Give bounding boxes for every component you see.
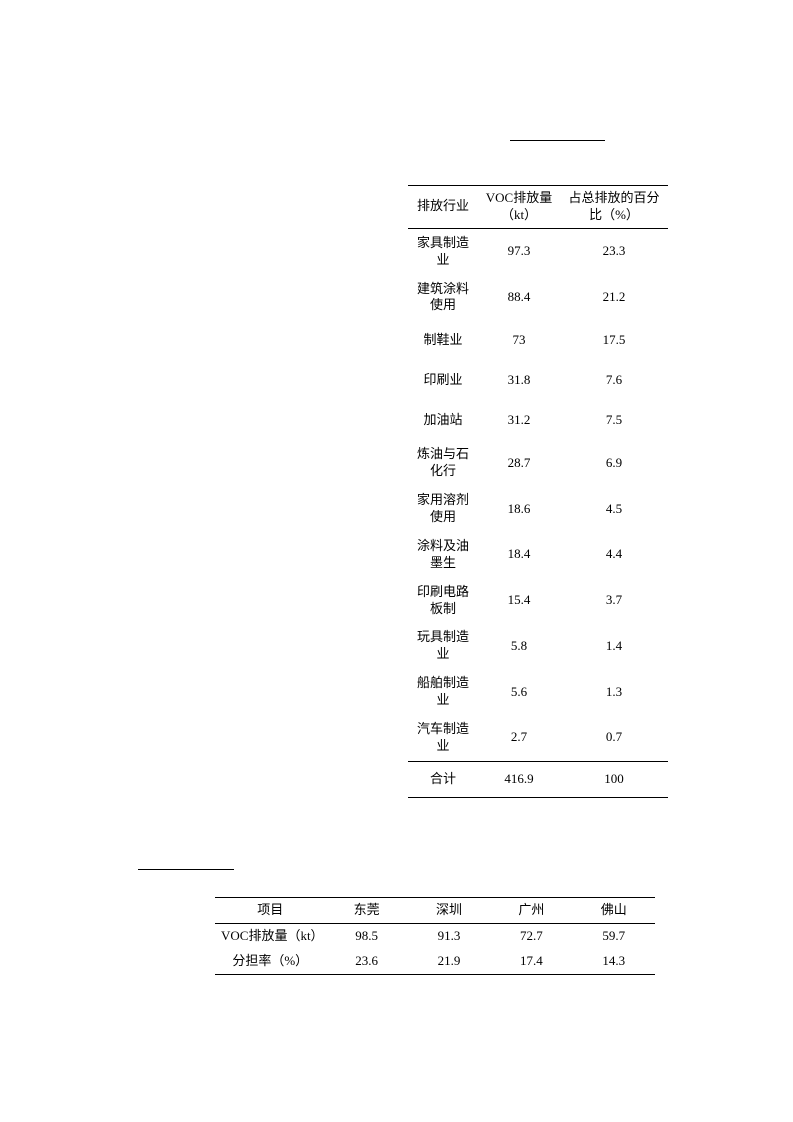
table2-col1-header: 项目 — [215, 898, 326, 924]
table2-header-row: 项目 东莞 深圳 广州 佛山 — [215, 898, 655, 924]
emission-cell: 28.7 — [478, 440, 560, 486]
voc-city-table: 项目 东莞 深圳 广州 佛山 VOC排放量（kt） 98.5 91.3 72.7… — [215, 897, 655, 975]
table1-body: 家具制造业 97.3 23.3 建筑涂料使用 88.4 21.2 制鞋业 73 … — [408, 228, 668, 797]
table-row: 印刷电路板制 15.4 3.7 — [408, 578, 668, 624]
industry-cell: 船舶制造业 — [408, 669, 478, 715]
table2-section-underline — [138, 869, 234, 870]
table1-header-row: 排放行业 VOC排放量（kt） 占总排放的百分比（%） — [408, 186, 668, 229]
percent-cell: 4.5 — [560, 486, 668, 532]
table-row: 汽车制造业 2.7 0.7 — [408, 715, 668, 761]
industry-cell: 加油站 — [408, 400, 478, 440]
table-row: 家具制造业 97.3 23.3 — [408, 228, 668, 274]
emission-cell: 18.6 — [478, 486, 560, 532]
value-cell: 21.9 — [408, 949, 490, 974]
table-row: 炼油与石化行 28.7 6.9 — [408, 440, 668, 486]
value-cell: 17.4 — [490, 949, 572, 974]
table-row: 建筑涂料使用 88.4 21.2 — [408, 275, 668, 321]
table-row: 玩具制造业 5.8 1.4 — [408, 623, 668, 669]
emission-cell: 73 — [478, 320, 560, 360]
table1-col2-header: VOC排放量（kt） — [478, 186, 560, 229]
table-row: 涂料及油墨生 18.4 4.4 — [408, 532, 668, 578]
percent-cell: 0.7 — [560, 715, 668, 761]
value-cell: 72.7 — [490, 923, 572, 948]
industry-cell: 涂料及油墨生 — [408, 532, 478, 578]
table1-col3-header: 占总排放的百分比（%） — [560, 186, 668, 229]
percent-cell: 3.7 — [560, 578, 668, 624]
emission-cell: 97.3 — [478, 228, 560, 274]
total-percent-cell: 100 — [560, 761, 668, 797]
table1-col1-header: 排放行业 — [408, 186, 478, 229]
emission-cell: 2.7 — [478, 715, 560, 761]
percent-cell: 23.3 — [560, 228, 668, 274]
percent-cell: 1.4 — [560, 623, 668, 669]
emission-cell: 5.6 — [478, 669, 560, 715]
percent-cell: 7.5 — [560, 400, 668, 440]
total-emission-cell: 416.9 — [478, 761, 560, 797]
value-cell: 14.3 — [573, 949, 655, 974]
table-row: 印刷业 31.8 7.6 — [408, 360, 668, 400]
emission-cell: 31.8 — [478, 360, 560, 400]
industry-cell: 家用溶剂使用 — [408, 486, 478, 532]
percent-cell: 21.2 — [560, 275, 668, 321]
total-label-cell: 合计 — [408, 761, 478, 797]
value-cell: 91.3 — [408, 923, 490, 948]
value-cell: 23.6 — [326, 949, 408, 974]
industry-cell: 家具制造业 — [408, 228, 478, 274]
table-row: 家用溶剂使用 18.6 4.5 — [408, 486, 668, 532]
emission-cell: 15.4 — [478, 578, 560, 624]
industry-cell: 制鞋业 — [408, 320, 478, 360]
emission-cell: 88.4 — [478, 275, 560, 321]
table-row: 制鞋业 73 17.5 — [408, 320, 668, 360]
percent-cell: 4.4 — [560, 532, 668, 578]
row-label-cell: VOC排放量（kt） — [215, 923, 326, 948]
voc-city-table-container: 项目 东莞 深圳 广州 佛山 VOC排放量（kt） 98.5 91.3 72.7… — [215, 897, 655, 975]
percent-cell: 7.6 — [560, 360, 668, 400]
value-cell: 98.5 — [326, 923, 408, 948]
emission-cell: 5.8 — [478, 623, 560, 669]
table-row: 加油站 31.2 7.5 — [408, 400, 668, 440]
emission-cell: 18.4 — [478, 532, 560, 578]
table2-city-header: 东莞 — [326, 898, 408, 924]
table2-city-header: 广州 — [490, 898, 572, 924]
voc-industry-table-container: 排放行业 VOC排放量（kt） 占总排放的百分比（%） 家具制造业 97.3 2… — [408, 185, 668, 798]
table2-city-header: 深圳 — [408, 898, 490, 924]
percent-cell: 6.9 — [560, 440, 668, 486]
table1-title-underline — [510, 140, 605, 141]
table1-total-row: 合计 416.9 100 — [408, 761, 668, 797]
percent-cell: 1.3 — [560, 669, 668, 715]
percent-cell: 17.5 — [560, 320, 668, 360]
voc-industry-table: 排放行业 VOC排放量（kt） 占总排放的百分比（%） 家具制造业 97.3 2… — [408, 185, 668, 798]
table2-city-header: 佛山 — [573, 898, 655, 924]
table-row: 船舶制造业 5.6 1.3 — [408, 669, 668, 715]
row-label-cell: 分担率（%） — [215, 949, 326, 974]
table-row: VOC排放量（kt） 98.5 91.3 72.7 59.7 — [215, 923, 655, 948]
emission-cell: 31.2 — [478, 400, 560, 440]
industry-cell: 汽车制造业 — [408, 715, 478, 761]
table2-body: VOC排放量（kt） 98.5 91.3 72.7 59.7 分担率（%） 23… — [215, 923, 655, 974]
industry-cell: 炼油与石化行 — [408, 440, 478, 486]
industry-cell: 玩具制造业 — [408, 623, 478, 669]
industry-cell: 印刷电路板制 — [408, 578, 478, 624]
industry-cell: 印刷业 — [408, 360, 478, 400]
value-cell: 59.7 — [573, 923, 655, 948]
industry-cell: 建筑涂料使用 — [408, 275, 478, 321]
table-row: 分担率（%） 23.6 21.9 17.4 14.3 — [215, 949, 655, 974]
